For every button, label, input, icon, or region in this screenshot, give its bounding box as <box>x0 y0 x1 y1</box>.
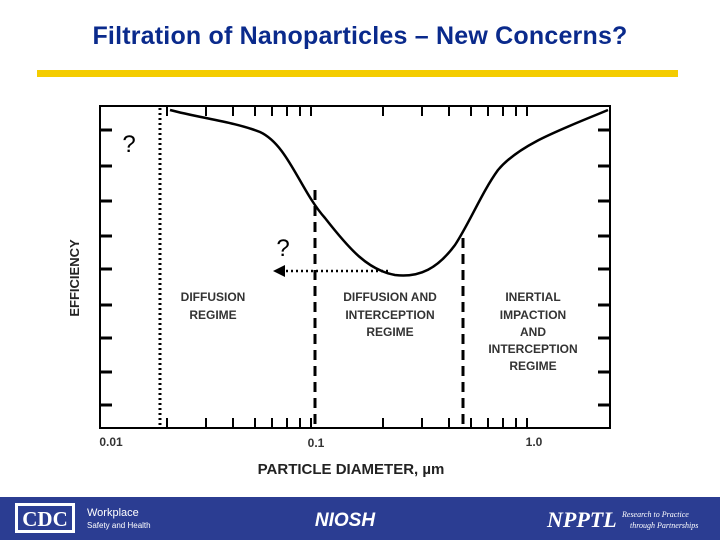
top-axis-ticks <box>166 106 528 116</box>
y-axis-title: EFFICIENCY <box>67 239 82 317</box>
slide-title: Filtration of Nanoparticles – New Concer… <box>92 22 628 50</box>
regime-3-label-line5: REGIME <box>509 359 556 373</box>
regime-1-label-line2: REGIME <box>189 308 236 322</box>
svg-text:CDC: CDC <box>22 507 68 531</box>
regime-3-label-line2: IMPACTION <box>500 308 566 322</box>
cdc-logo: CDC <box>15 503 75 533</box>
regime-2-label-line2: INTERCEPTION <box>345 308 434 322</box>
efficiency-curve <box>169 108 609 277</box>
regime-1-label-line1: DIFFUSION <box>181 290 246 304</box>
efficiency-diagram: ? ? DIFFUSION REGIME DIFFUSION AND INTER… <box>67 105 611 478</box>
regime-2-label-line1: DIFFUSION AND <box>343 290 437 304</box>
left-axis-ticks <box>100 128 112 407</box>
svg-text:NIOSH: NIOSH <box>315 510 376 531</box>
x-tick-label-0-01: 0.01 <box>99 435 123 449</box>
question-mark-top: ? <box>122 131 135 158</box>
regime-3-label-line4: INTERCEPTION <box>488 342 577 356</box>
workplace-text: Workplace <box>87 507 139 519</box>
x-tick-label-0-1: 0.1 <box>308 436 325 450</box>
right-axis-ticks <box>598 128 610 407</box>
question-mark-curve: ? <box>276 235 289 262</box>
safety-health-text: Safety and Health <box>87 521 151 530</box>
regime-3-label-line3: AND <box>520 325 546 339</box>
niosh-logo: NIOSH <box>315 510 376 531</box>
extrapolation-arrow-head <box>273 265 285 277</box>
bottom-axis-ticks <box>166 418 528 428</box>
npptl-tagline-line1: Research to Practice <box>621 510 689 519</box>
title-underline <box>37 70 678 77</box>
regime-2-label-line3: REGIME <box>366 325 413 339</box>
npptl-tagline-line2: through Partnerships <box>630 521 698 530</box>
footer-bar: CDC Workplace Safety and Health NIOSH NP… <box>0 497 720 540</box>
plot-frame <box>99 105 611 429</box>
x-axis-title: PARTICLE DIAMETER, µm <box>258 461 445 478</box>
regime-3-label-line1: INERTIAL <box>505 290 560 304</box>
x-tick-label-1-0: 1.0 <box>526 435 543 449</box>
npptl-logo: NPPTL <box>546 507 617 532</box>
